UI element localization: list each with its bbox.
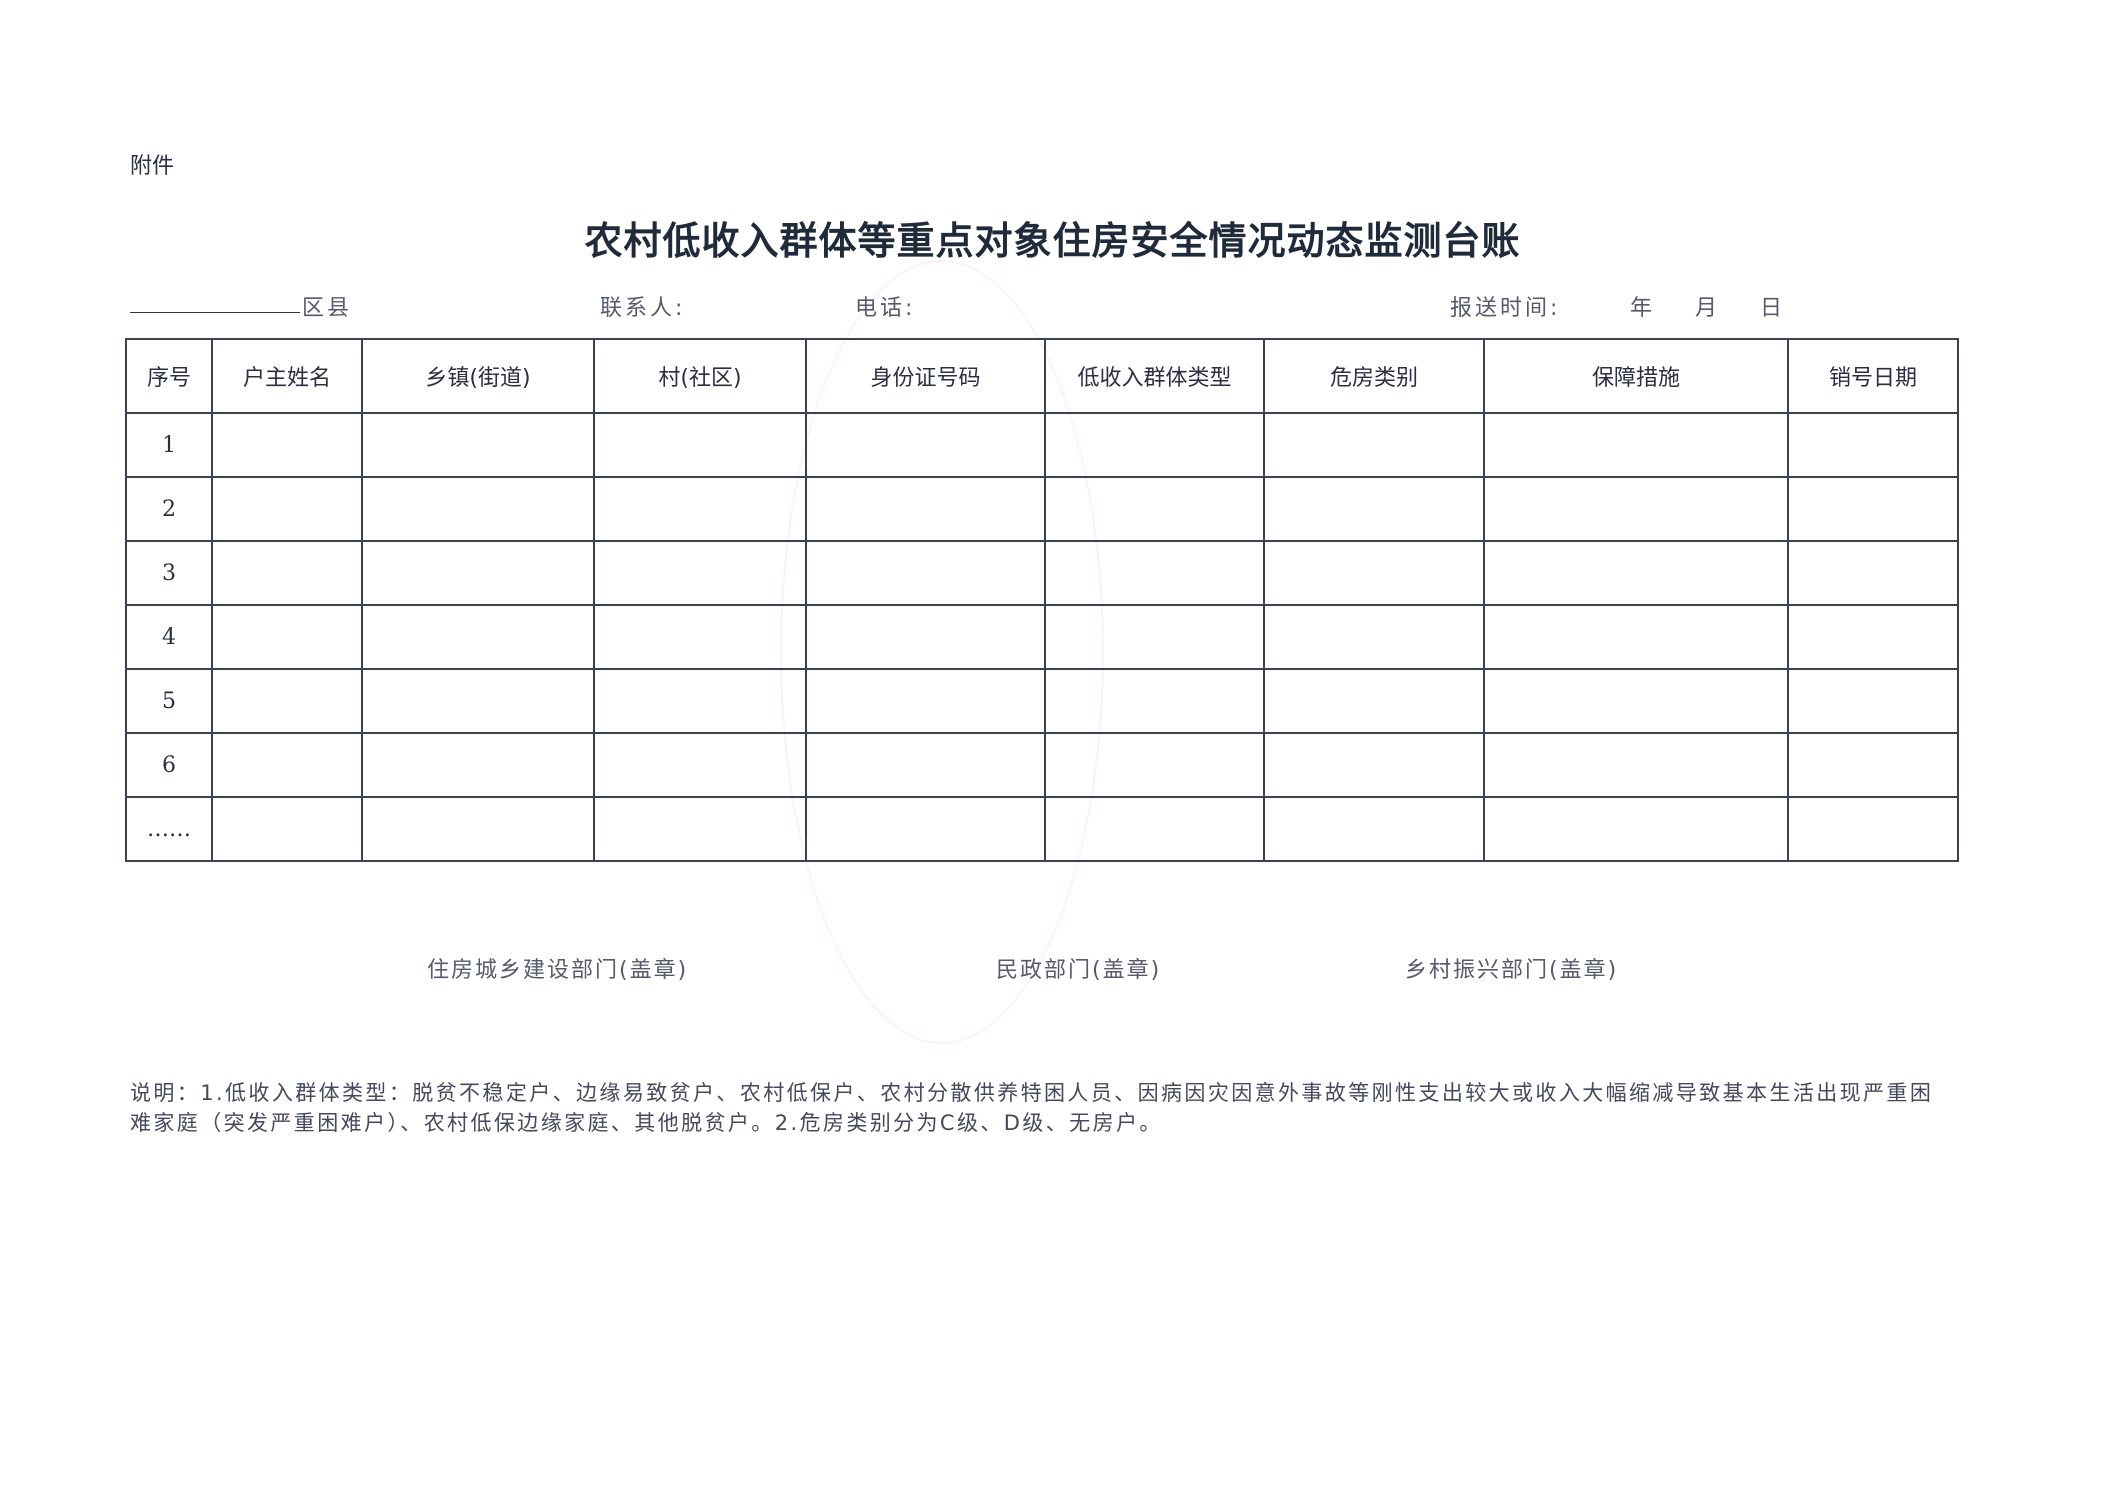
empty-cell [593, 540, 807, 606]
row-index: 4 [125, 604, 213, 670]
empty-cell [1483, 796, 1789, 862]
empty-cell [361, 668, 595, 734]
empty-cell [1787, 476, 1959, 542]
empty-cell [211, 412, 363, 478]
table-row: 2 [125, 476, 1959, 542]
empty-cell [1787, 732, 1959, 798]
empty-cell [211, 476, 363, 542]
empty-cell [361, 540, 595, 606]
table-row: 1 [125, 412, 1959, 478]
empty-cell [211, 796, 363, 862]
empty-cell [593, 476, 807, 542]
row-index: 6 [125, 732, 213, 798]
empty-cell [211, 668, 363, 734]
empty-cell [1787, 668, 1959, 734]
empty-cell [1263, 540, 1485, 606]
empty-cell [361, 796, 595, 862]
signature-housing-dept: 住房城乡建设部门(盖章) [427, 958, 689, 983]
empty-cell [1263, 668, 1485, 734]
signature-rural-revitalization-dept: 乡村振兴部门(盖章) [1405, 958, 1619, 983]
empty-cell [593, 604, 807, 670]
table-header-row: 序号 户主姓名 乡镇(街道) 村(社区) 身份证号码 低收入群体类型 危房类别 … [125, 338, 1959, 414]
row-index: 1 [125, 412, 213, 478]
row-index: 5 [125, 668, 213, 734]
empty-cell [805, 604, 1046, 670]
empty-cell [1044, 668, 1265, 734]
table-row: …… [125, 796, 1959, 862]
row-index: 3 [125, 540, 213, 606]
empty-cell [1044, 732, 1265, 798]
empty-cell [361, 412, 595, 478]
empty-cell [361, 732, 595, 798]
empty-cell [211, 604, 363, 670]
header-group-type: 低收入群体类型 [1044, 338, 1265, 414]
row-index: 2 [125, 476, 213, 542]
table-row: 4 [125, 604, 1959, 670]
empty-cell [361, 604, 595, 670]
empty-cell [1044, 604, 1265, 670]
empty-cell [1044, 476, 1265, 542]
empty-cell [805, 732, 1046, 798]
county-label: 区县 [302, 296, 353, 321]
empty-cell [1263, 796, 1485, 862]
empty-cell [211, 540, 363, 606]
header-danger-category: 危房类别 [1263, 338, 1485, 414]
empty-cell [593, 668, 807, 734]
contact-label: 联系人: [600, 296, 686, 321]
table-row: 6 [125, 732, 1959, 798]
empty-cell [805, 412, 1046, 478]
empty-cell [593, 412, 807, 478]
empty-cell [1483, 540, 1789, 606]
table-row: 5 [125, 668, 1959, 734]
signature-civil-affairs-dept: 民政部门(盖章) [996, 958, 1162, 983]
empty-cell [1483, 476, 1789, 542]
empty-cell [1483, 604, 1789, 670]
header-cancel-date: 销号日期 [1787, 338, 1959, 414]
attachment-label: 附件 [130, 154, 175, 179]
empty-cell [211, 732, 363, 798]
empty-cell [1263, 732, 1485, 798]
empty-cell [1263, 604, 1485, 670]
monitoring-ledger-table: 序号 户主姓名 乡镇(街道) 村(社区) 身份证号码 低收入群体类型 危房类别 … [125, 338, 1959, 862]
empty-cell [805, 540, 1046, 606]
report-date-placeholder: 年 月 日 [1630, 296, 1785, 321]
empty-cell [1263, 476, 1485, 542]
empty-cell [1787, 412, 1959, 478]
empty-cell [1787, 540, 1959, 606]
header-householder-name: 户主姓名 [211, 338, 363, 414]
empty-cell [361, 476, 595, 542]
explanation-notes: 说明：1.低收入群体类型：脱贫不稳定户、边缘易致贫户、农村低保户、农村分散供养特… [130, 1081, 1934, 1135]
empty-cell [1263, 412, 1485, 478]
county-blank-line [130, 312, 300, 313]
empty-cell [1483, 412, 1789, 478]
empty-cell [1787, 796, 1959, 862]
header-measures: 保障措施 [1483, 338, 1789, 414]
empty-cell [805, 668, 1046, 734]
empty-cell [1787, 604, 1959, 670]
header-index: 序号 [125, 338, 213, 414]
empty-cell [1044, 412, 1265, 478]
empty-cell [1044, 540, 1265, 606]
empty-cell [805, 476, 1046, 542]
empty-cell [1483, 732, 1789, 798]
empty-cell [1044, 796, 1265, 862]
row-index: …… [125, 796, 213, 862]
empty-cell [805, 796, 1046, 862]
table-row: 3 [125, 540, 1959, 606]
header-village: 村(社区) [593, 338, 807, 414]
report-time-label: 报送时间: [1450, 296, 1561, 321]
document-title: 农村低收入群体等重点对象住房安全情况动态监测台账 [584, 218, 1521, 263]
phone-label: 电话: [855, 296, 916, 321]
empty-cell [593, 732, 807, 798]
empty-cell [593, 796, 807, 862]
header-id-number: 身份证号码 [805, 338, 1046, 414]
empty-cell [1483, 668, 1789, 734]
header-town: 乡镇(街道) [361, 338, 595, 414]
